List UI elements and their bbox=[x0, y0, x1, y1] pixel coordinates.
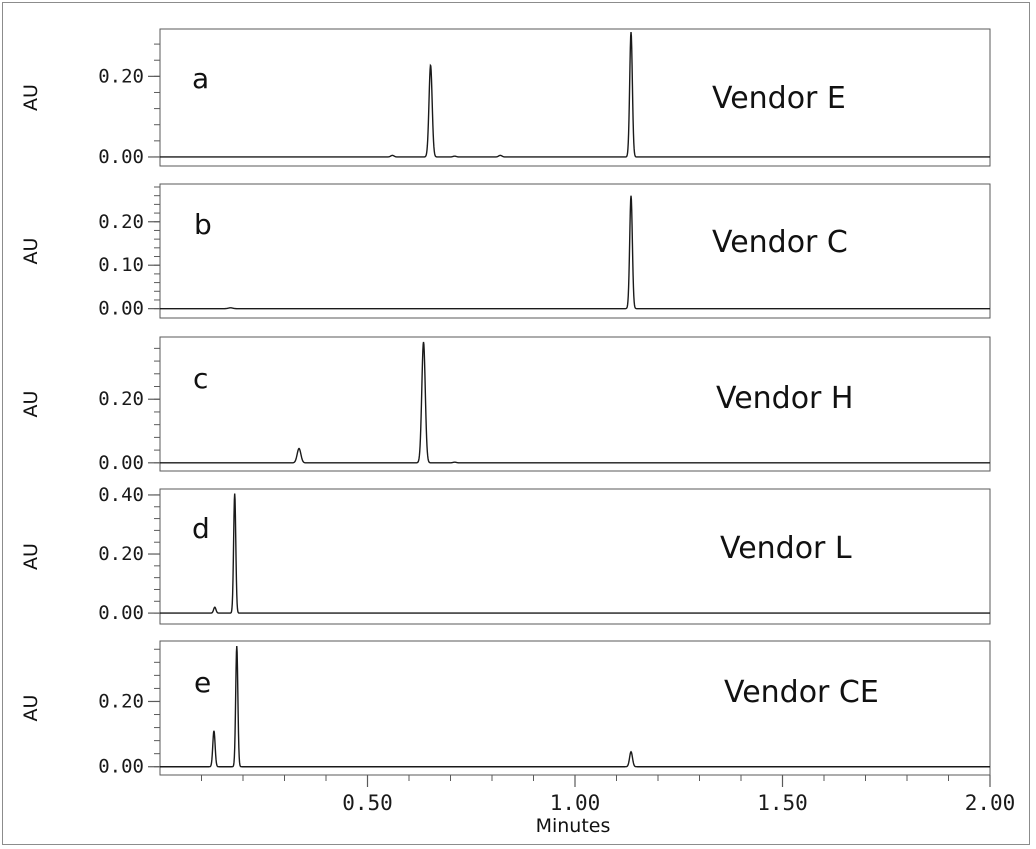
y-tick-label: 0.40 bbox=[98, 484, 144, 506]
trace-c bbox=[160, 341, 990, 464]
panel-letter: b bbox=[194, 208, 212, 241]
y-axis-label: AU bbox=[20, 391, 42, 418]
trace-d bbox=[160, 493, 990, 614]
vendor-label: Vendor CE bbox=[724, 675, 879, 710]
y-tick-label: 0.20 bbox=[98, 65, 144, 87]
y-axis-label: AU bbox=[20, 84, 42, 111]
trace-b bbox=[160, 195, 990, 310]
y-tick-label: 0.10 bbox=[98, 254, 144, 276]
panel-frame-d bbox=[159, 488, 991, 625]
y-tick-label: 0.20 bbox=[98, 690, 144, 712]
panel-frame-b bbox=[159, 183, 991, 319]
y-axis-label: AU bbox=[20, 695, 42, 722]
panel-frame-a bbox=[159, 28, 991, 167]
vendor-label: Vendor L bbox=[720, 531, 852, 566]
panel-frame-c bbox=[159, 336, 991, 472]
y-axis-label: AU bbox=[20, 238, 42, 265]
x-axis-label: Minutes bbox=[536, 815, 611, 837]
trace-e bbox=[160, 645, 990, 768]
y-tick-label: 0.00 bbox=[98, 452, 144, 474]
panel-letter: a bbox=[192, 62, 209, 95]
panel-letter: e bbox=[194, 666, 211, 699]
vendor-label: Vendor E bbox=[712, 81, 846, 116]
y-tick-label: 0.20 bbox=[98, 211, 144, 233]
x-tick-label: 1.00 bbox=[550, 791, 601, 815]
vendor-label: Vendor H bbox=[716, 381, 854, 416]
panel-letter: c bbox=[193, 362, 208, 395]
x-tick-label: 2.00 bbox=[965, 791, 1016, 815]
panel-letter: d bbox=[192, 512, 210, 545]
y-tick-label: 0.20 bbox=[98, 543, 144, 565]
y-tick-label: 0.20 bbox=[98, 388, 144, 410]
x-tick-label: 1.50 bbox=[757, 791, 808, 815]
y-tick-label: 0.00 bbox=[98, 298, 144, 320]
vendor-label: Vendor C bbox=[712, 225, 848, 260]
y-tick-label: 0.00 bbox=[98, 602, 144, 624]
y-tick-label: 0.00 bbox=[98, 756, 144, 778]
x-tick-label: 0.50 bbox=[342, 791, 393, 815]
trace-a bbox=[160, 31, 990, 158]
y-tick-label: 0.00 bbox=[98, 146, 144, 168]
y-axis-label: AU bbox=[20, 543, 42, 570]
